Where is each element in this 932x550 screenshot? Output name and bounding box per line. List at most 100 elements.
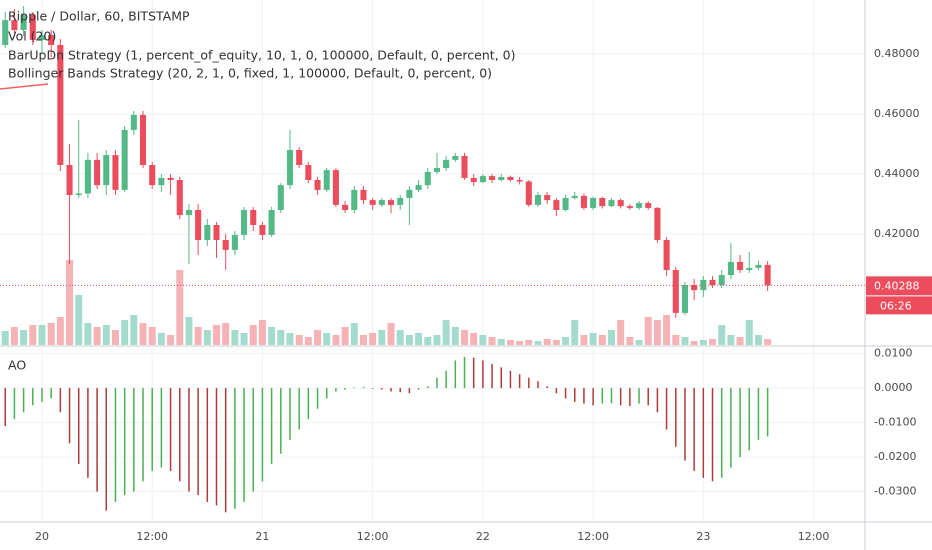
volume-bar	[488, 337, 496, 345]
candle-body	[498, 177, 505, 180]
candle-body	[737, 261, 744, 270]
volume-bar	[690, 341, 698, 345]
volume-bar	[258, 320, 266, 345]
y-tick-label: -0.0200	[874, 450, 916, 463]
candle-body	[112, 155, 119, 190]
candle-body	[296, 150, 303, 165]
marks	[0, 6, 865, 513]
candle-body	[691, 285, 698, 291]
x-tick-label: 12:00	[357, 530, 389, 543]
volume-bar	[350, 323, 358, 345]
candle-body	[305, 165, 312, 180]
volume-bar	[672, 335, 680, 345]
candle-body	[424, 171, 431, 186]
candle-body	[755, 264, 762, 268]
candle-body	[167, 177, 174, 180]
candle-body	[663, 240, 670, 270]
candle-body	[562, 198, 569, 210]
volume-bar	[405, 335, 413, 345]
x-tick-label: 20	[35, 530, 49, 543]
candle-body	[332, 170, 339, 205]
candle-body	[700, 279, 707, 291]
last-price-box	[866, 276, 932, 296]
volume-bar	[139, 323, 147, 345]
volume-bar	[268, 327, 276, 345]
candle-body	[29, 15, 36, 40]
y-tick-label: 0.0100	[874, 347, 913, 360]
volume-bar	[286, 333, 294, 345]
candle-body	[718, 275, 725, 285]
volume-bar	[552, 340, 560, 345]
candle-body	[525, 181, 532, 205]
volume-bar	[194, 327, 202, 345]
volume-bar	[433, 335, 441, 345]
volume-bar	[506, 340, 514, 345]
candle-body	[268, 210, 275, 235]
ao-title: AO	[8, 358, 26, 373]
candle-body	[314, 180, 321, 190]
candle-body	[259, 225, 266, 235]
candle-body	[94, 159, 101, 186]
y-tick-label: 0.42000	[874, 227, 920, 240]
volume-bar	[240, 333, 248, 345]
volume-bar	[562, 337, 570, 345]
volume-bar	[525, 340, 533, 345]
candle-body	[397, 198, 404, 205]
candle-body	[709, 279, 716, 285]
labels: Ripple / Dollar, 60, BITSTAMP Vol (20) B…	[8, 9, 932, 543]
volume-bar	[415, 333, 423, 345]
x-tick-label: 22	[476, 530, 490, 543]
candle-body	[599, 198, 606, 207]
volume-bar	[653, 320, 661, 345]
volume-bar	[314, 330, 322, 345]
volume-bar	[543, 339, 551, 345]
grid	[0, 0, 865, 522]
volume-bar	[47, 323, 55, 345]
candle-body	[75, 193, 82, 195]
indicator-label: BarUpDn Strategy (1, percent_of_equity, …	[8, 48, 515, 63]
volume-bar	[130, 315, 138, 345]
volume-bar	[93, 327, 101, 345]
volume-bar	[277, 330, 285, 345]
candle-body	[387, 200, 395, 205]
strategy-line	[0, 83, 49, 90]
volume-bar	[589, 333, 597, 345]
volume-bar	[580, 335, 588, 345]
volume-bar	[148, 327, 156, 345]
volume-bar	[479, 335, 487, 345]
candle-body	[489, 176, 496, 180]
candle-body	[48, 35, 55, 45]
candle-body	[250, 210, 257, 225]
candle-body	[66, 165, 73, 195]
volume-bar	[369, 333, 377, 345]
volume-bar	[157, 333, 165, 345]
volume-bar	[249, 325, 257, 345]
volume-bar	[121, 320, 129, 345]
volume-bar	[66, 260, 74, 345]
candle-body	[231, 234, 238, 250]
candle-body	[103, 155, 110, 186]
volume-bar	[764, 339, 772, 345]
volume-bar	[323, 333, 331, 345]
x-tick-label: 21	[255, 530, 269, 543]
candle-body	[580, 195, 587, 208]
countdown-box	[866, 296, 932, 315]
candle-body	[57, 45, 64, 165]
volume-bar	[231, 330, 239, 345]
candle-body	[222, 240, 229, 250]
volume-bar	[424, 337, 432, 345]
x-tick-label: 12:00	[136, 530, 168, 543]
candle-body	[433, 168, 440, 172]
volume-bar	[754, 335, 762, 345]
volume-bar	[699, 340, 707, 345]
candle-body	[415, 185, 422, 190]
candle-body	[571, 195, 578, 198]
volume-bar	[167, 335, 175, 345]
candle-body	[608, 200, 615, 207]
candle-body	[544, 195, 551, 201]
candle-body	[746, 267, 753, 270]
volume-bar	[176, 270, 184, 345]
candle-body	[369, 200, 376, 205]
